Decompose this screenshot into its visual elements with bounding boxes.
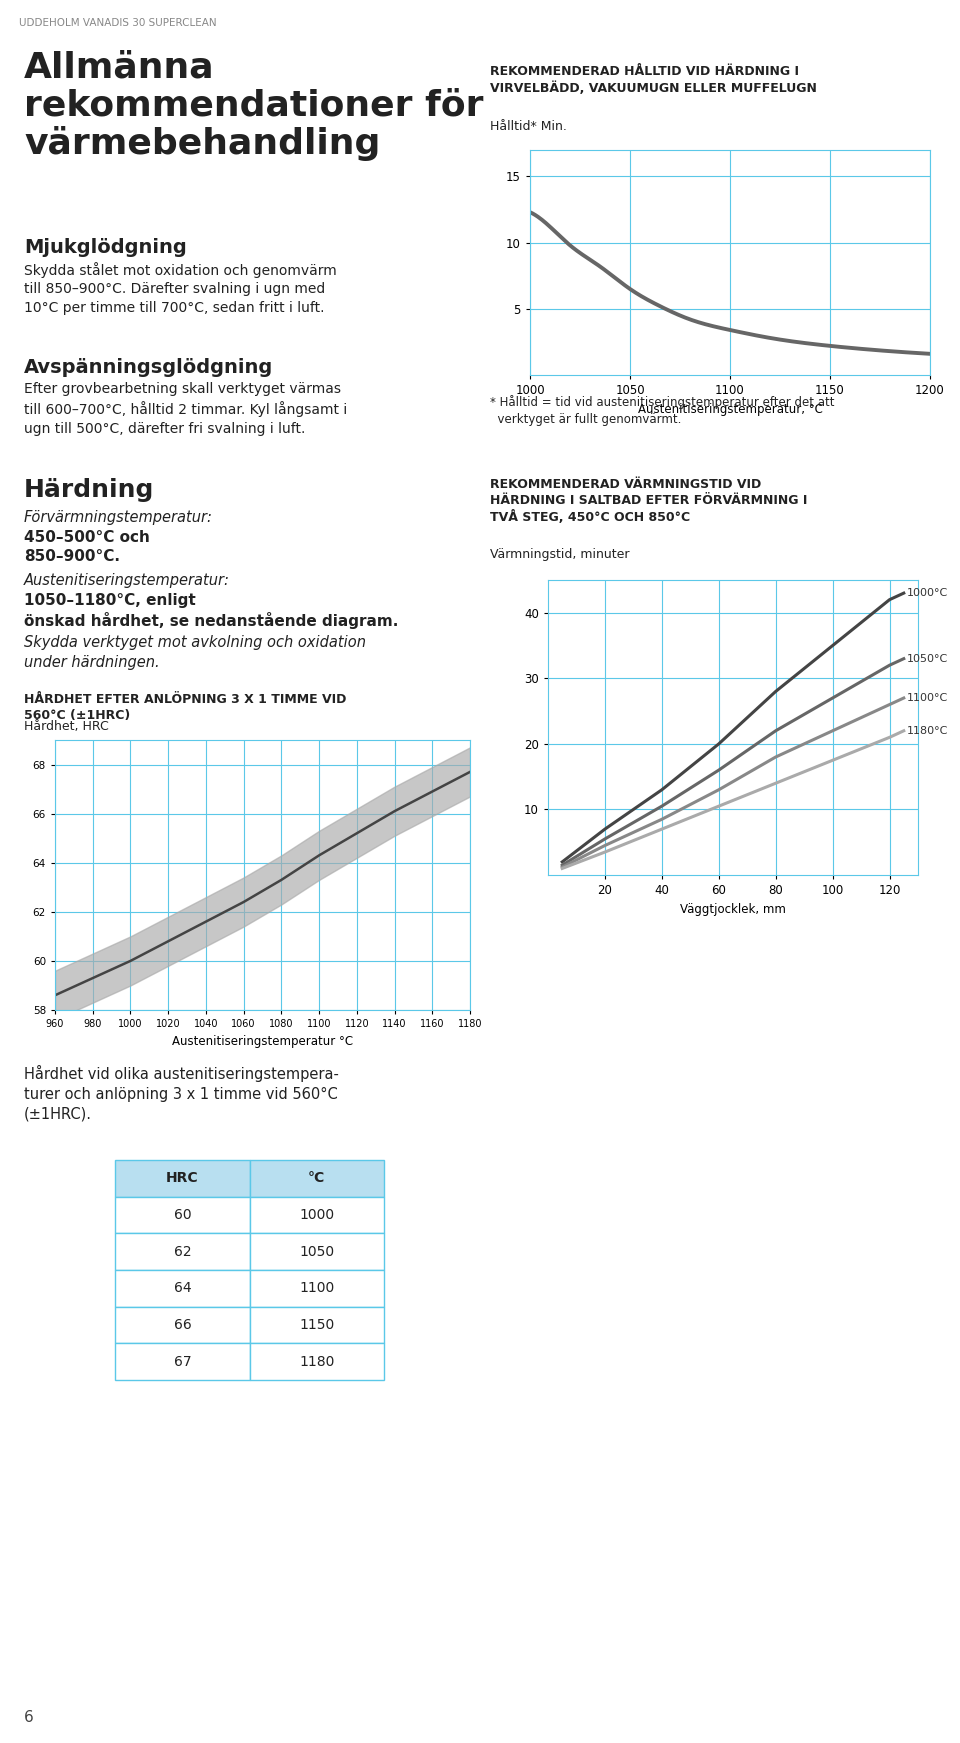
Text: HÅRDHET EFTER ANLÖPNING 3 X 1 TIMME VID
560°C (±1HRC): HÅRDHET EFTER ANLÖPNING 3 X 1 TIMME VID … bbox=[24, 694, 347, 722]
Text: 1000°C: 1000°C bbox=[906, 587, 948, 598]
Text: REKOMMENDERAD HÅLLTID VID HÄRDNING I
VIRVELBÄDD, VAKUUMUGN ELLER MUFFELUGN: REKOMMENDERAD HÅLLTID VID HÄRDNING I VIR… bbox=[490, 64, 816, 94]
FancyBboxPatch shape bbox=[250, 1234, 384, 1271]
Text: Hårdhet, HRC: Hårdhet, HRC bbox=[24, 720, 108, 734]
X-axis label: Austenitiseringstemperatur, °C: Austenitiseringstemperatur, °C bbox=[637, 403, 823, 415]
Text: 1000: 1000 bbox=[300, 1208, 334, 1222]
X-axis label: Austenitiseringstemperatur °C: Austenitiseringstemperatur °C bbox=[172, 1035, 353, 1048]
Text: * Hålltid = tid vid austenitiseringstemperatur efter det att
  verktyget är full: * Hålltid = tid vid austenitiseringstemp… bbox=[490, 396, 834, 425]
Text: 450–500°C och
850–900°C.: 450–500°C och 850–900°C. bbox=[24, 530, 150, 563]
Text: Skydda stålet mot oxidation och genomvärm
till 850–900°C. Därefter svalning i ug: Skydda stålet mot oxidation och genomvär… bbox=[24, 261, 337, 315]
FancyBboxPatch shape bbox=[115, 1161, 250, 1197]
FancyBboxPatch shape bbox=[115, 1307, 250, 1344]
Text: REKOMMENDERAD VÄRMNINGSTID VID
HÄRDNING I SALTBAD EFTER FÖRVÄRMNING I
TVÅ STEG, : REKOMMENDERAD VÄRMNINGSTID VID HÄRDNING … bbox=[490, 478, 807, 525]
Text: 1100: 1100 bbox=[300, 1281, 334, 1295]
Text: Austenitiseringstemperatur:: Austenitiseringstemperatur: bbox=[24, 573, 229, 587]
Text: Allmänna
rekommendationer för
värmebehandling: Allmänna rekommendationer för värmebehan… bbox=[24, 51, 484, 162]
FancyBboxPatch shape bbox=[250, 1307, 384, 1344]
Text: Skydda verktyget mot avkolning och oxidation
under härdningen.: Skydda verktyget mot avkolning och oxida… bbox=[24, 634, 366, 669]
Text: 1100°C: 1100°C bbox=[906, 694, 948, 702]
Text: 67: 67 bbox=[174, 1354, 191, 1368]
Text: 62: 62 bbox=[174, 1245, 191, 1258]
Text: 1180°C: 1180°C bbox=[906, 725, 948, 736]
Text: Värmningstid, minuter: Värmningstid, minuter bbox=[490, 547, 629, 561]
Text: Avspänningsglödgning: Avspänningsglödgning bbox=[24, 357, 274, 376]
FancyBboxPatch shape bbox=[250, 1161, 384, 1197]
Text: Förvärmningstemperatur:: Förvärmningstemperatur: bbox=[24, 511, 213, 525]
Text: Efter grovbearbetning skall verktyget värmas
till 600–700°C, hålltid 2 timmar. K: Efter grovbearbetning skall verktyget vä… bbox=[24, 382, 348, 436]
FancyBboxPatch shape bbox=[250, 1344, 384, 1380]
FancyBboxPatch shape bbox=[115, 1234, 250, 1271]
Text: 6: 6 bbox=[24, 1710, 34, 1726]
Text: Hårdhet vid olika austenitiseringstempera-
turer och anlöpning 3 x 1 timme vid 5: Hårdhet vid olika austenitiseringstemper… bbox=[24, 1065, 339, 1122]
Text: Mjukglödgning: Mjukglödgning bbox=[24, 239, 187, 256]
FancyBboxPatch shape bbox=[115, 1344, 250, 1380]
Text: 66: 66 bbox=[174, 1318, 191, 1332]
FancyBboxPatch shape bbox=[250, 1271, 384, 1307]
Text: HRC: HRC bbox=[166, 1171, 199, 1185]
Text: °C: °C bbox=[308, 1171, 325, 1185]
Text: 1150: 1150 bbox=[300, 1318, 334, 1332]
Text: 1050°C: 1050°C bbox=[906, 654, 948, 664]
Text: 1180: 1180 bbox=[300, 1354, 334, 1368]
Text: 1050: 1050 bbox=[300, 1245, 334, 1258]
Text: 64: 64 bbox=[174, 1281, 191, 1295]
X-axis label: Väggtjocklek, mm: Väggtjocklek, mm bbox=[680, 903, 786, 915]
FancyBboxPatch shape bbox=[115, 1271, 250, 1307]
FancyBboxPatch shape bbox=[250, 1197, 384, 1234]
Text: UDDEHOLM VANADIS 30 SUPERCLEAN: UDDEHOLM VANADIS 30 SUPERCLEAN bbox=[19, 17, 217, 28]
Text: 60: 60 bbox=[174, 1208, 191, 1222]
Text: Hålltid* Min.: Hålltid* Min. bbox=[490, 120, 566, 132]
FancyBboxPatch shape bbox=[115, 1197, 250, 1234]
Text: Härdning: Härdning bbox=[24, 478, 155, 502]
Text: 1050–1180°C, enligt
önskad hårdhet, se nedanstående diagram.: 1050–1180°C, enligt önskad hårdhet, se n… bbox=[24, 593, 398, 629]
